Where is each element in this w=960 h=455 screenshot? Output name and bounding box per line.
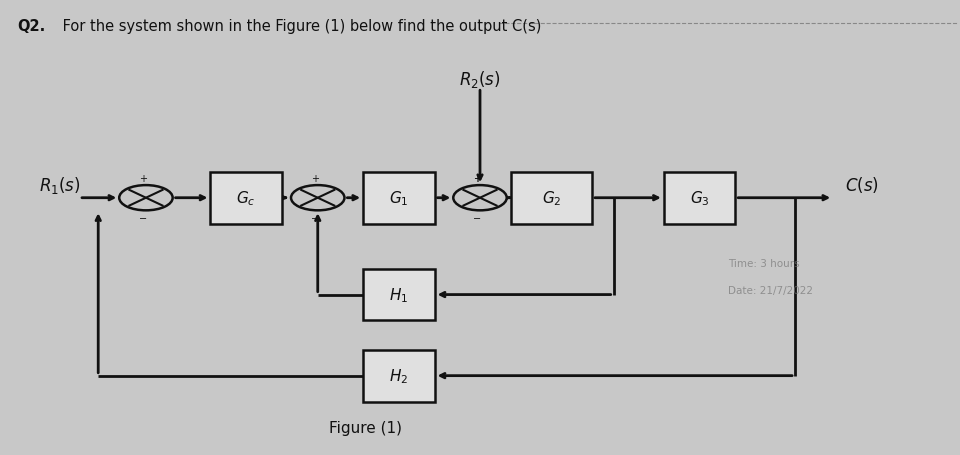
Text: $G_2$: $G_2$	[541, 189, 562, 207]
Circle shape	[119, 186, 173, 211]
Text: For the system shown in the Figure (1) below find the output C(s): For the system shown in the Figure (1) b…	[59, 19, 541, 34]
FancyBboxPatch shape	[663, 172, 735, 224]
Circle shape	[291, 186, 345, 211]
Text: $G_1$: $G_1$	[389, 189, 409, 207]
Text: $C(s)$: $C(s)$	[845, 175, 878, 195]
FancyBboxPatch shape	[363, 172, 435, 224]
Text: $R_1(s)$: $R_1(s)$	[39, 174, 81, 195]
Text: −: −	[311, 214, 319, 224]
Circle shape	[453, 186, 507, 211]
FancyBboxPatch shape	[210, 172, 282, 224]
Text: $R_2(s)$: $R_2(s)$	[459, 69, 501, 90]
Text: Q2.: Q2.	[17, 19, 45, 34]
Text: Time: 3 hours: Time: 3 hours	[728, 258, 800, 268]
FancyBboxPatch shape	[363, 350, 435, 402]
Text: $G_3$: $G_3$	[689, 189, 709, 207]
Text: +: +	[139, 174, 147, 184]
Text: −: −	[139, 214, 147, 224]
Text: Figure (1): Figure (1)	[329, 420, 402, 435]
Text: $H_1$: $H_1$	[389, 286, 408, 304]
Text: $H_2$: $H_2$	[390, 366, 408, 385]
Text: +: +	[473, 174, 481, 184]
Text: $G_c$: $G_c$	[236, 189, 256, 207]
Text: −: −	[473, 214, 481, 224]
Text: +: +	[473, 174, 481, 184]
Text: +: +	[311, 174, 319, 184]
Text: Date: 21/7/2022: Date: 21/7/2022	[728, 285, 813, 295]
FancyBboxPatch shape	[511, 172, 592, 224]
FancyBboxPatch shape	[363, 269, 435, 321]
